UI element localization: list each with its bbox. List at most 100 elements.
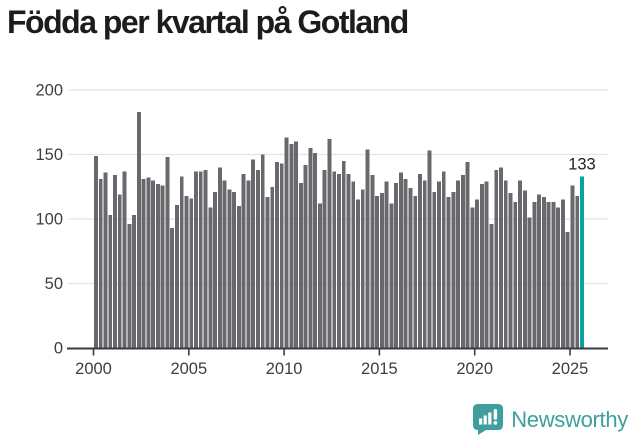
x-tick-label-2010: 2010 — [266, 360, 303, 378]
bar-2012-Q3 — [332, 171, 337, 348]
newsworthy-logo: Newsworthy — [473, 404, 628, 435]
bar-2001-Q1 — [113, 175, 117, 348]
highlight-value-label: 133 — [568, 155, 596, 173]
highlight-bar-2025-Q3 — [580, 176, 584, 348]
bar-2025-Q1 — [570, 185, 575, 348]
bar-2017-Q4 — [432, 191, 437, 348]
bar-2021-Q2 — [499, 167, 503, 348]
bar-2021-Q3 — [503, 180, 508, 348]
bar-2016-Q4 — [413, 195, 418, 348]
bar-2013-Q1 — [341, 160, 346, 348]
bar-2025-Q2 — [575, 195, 580, 348]
bar-2012-Q2 — [327, 139, 332, 348]
bar-2024-Q1 — [551, 202, 556, 348]
bar-2006-Q3 — [217, 167, 222, 348]
bar-2009-Q3 — [275, 162, 279, 348]
bar-2005-Q3 — [198, 171, 203, 348]
newsworthy-logo-icon — [473, 404, 504, 435]
bar-2023-Q1 — [532, 202, 537, 348]
bar-2022-Q3 — [522, 190, 527, 348]
newsworthy-logo-text: Newsworthy — [511, 406, 628, 432]
bar-2008-Q4 — [260, 154, 265, 348]
bar-2011-Q4 — [317, 203, 322, 348]
bar-2018-Q2 — [441, 171, 446, 348]
x-tick-label-2000: 2000 — [75, 360, 112, 378]
bar-2004-Q3 — [179, 176, 184, 348]
bar-2015-Q1 — [379, 193, 384, 348]
y-tick-label-0: 0 — [54, 340, 63, 358]
y-tick-label-50: 50 — [45, 275, 63, 293]
x-tick-label-2025: 2025 — [552, 360, 589, 378]
bar-2014-Q3 — [370, 175, 375, 348]
bar-2003-Q4 — [165, 157, 170, 348]
bar-2010-Q1 — [284, 137, 289, 348]
bar-2005-Q1 — [189, 198, 194, 348]
bar-2024-Q4 — [565, 231, 570, 348]
bar-2009-Q1 — [265, 197, 270, 348]
bar-2022-Q1 — [513, 202, 518, 348]
bar-2010-Q3 — [294, 141, 299, 348]
bar-2002-Q1 — [132, 215, 137, 348]
bar-2007-Q3 — [236, 206, 241, 348]
bar-2016-Q2 — [403, 179, 408, 348]
bar-2006-Q1 — [208, 207, 213, 348]
bar-2019-Q1 — [456, 180, 461, 348]
bar-2008-Q1 — [246, 180, 251, 348]
bar-2019-Q2 — [460, 175, 465, 348]
bar-2016-Q1 — [398, 172, 403, 348]
bar-2013-Q3 — [351, 181, 356, 348]
bar-2014-Q2 — [365, 149, 370, 348]
bar-2020-Q2 — [479, 184, 484, 348]
bar-2019-Q4 — [470, 207, 475, 348]
bar-2000-Q4 — [108, 215, 113, 348]
bar-2005-Q2 — [194, 171, 198, 348]
bar-2005-Q4 — [203, 169, 208, 348]
bar-2003-Q3 — [160, 185, 165, 348]
bar-2020-Q4 — [489, 224, 494, 348]
bar-2013-Q2 — [346, 173, 351, 348]
bar-2015-Q2 — [384, 181, 389, 348]
bar-2021-Q1 — [494, 169, 499, 348]
bar-2012-Q1 — [322, 169, 327, 348]
bar-2015-Q3 — [389, 203, 394, 348]
bar-2020-Q1 — [475, 199, 480, 348]
bar-2010-Q4 — [298, 182, 303, 348]
bar-2007-Q4 — [241, 173, 246, 348]
bar-2003-Q2 — [155, 184, 160, 348]
bar-2020-Q3 — [484, 181, 489, 348]
y-tick-label-200: 200 — [35, 82, 63, 100]
bar-2014-Q4 — [375, 195, 380, 348]
chart-title: Födda per kvartal på Gotland — [7, 4, 409, 40]
bar-2001-Q2 — [117, 194, 122, 348]
bar-2017-Q2 — [422, 180, 427, 348]
bar-2021-Q4 — [508, 193, 513, 348]
bar-2012-Q4 — [337, 173, 341, 348]
bar-2004-Q2 — [175, 204, 179, 348]
bar-2009-Q4 — [279, 163, 284, 348]
x-tick-label-2020: 2020 — [456, 360, 493, 378]
bar-2023-Q4 — [546, 202, 551, 348]
bar-2004-Q4 — [184, 195, 189, 348]
bar-2011-Q2 — [308, 148, 313, 348]
bar-2017-Q1 — [418, 173, 422, 348]
bar-2004-Q1 — [170, 228, 175, 348]
bar-2000-Q2 — [98, 179, 103, 348]
bar-2009-Q2 — [270, 186, 275, 348]
bar-2024-Q3 — [560, 199, 565, 348]
bar-2011-Q1 — [303, 164, 308, 348]
bar-2015-Q4 — [394, 182, 399, 348]
bar-2022-Q2 — [518, 180, 522, 348]
bar-2023-Q2 — [537, 194, 542, 348]
y-tick-label-150: 150 — [35, 146, 63, 164]
bar-2024-Q2 — [556, 207, 561, 348]
bar-2017-Q3 — [427, 150, 432, 348]
bar-2010-Q2 — [289, 144, 294, 348]
bar-2001-Q4 — [127, 224, 132, 348]
bar-2000-Q3 — [103, 172, 108, 348]
bar-2018-Q1 — [437, 181, 441, 348]
bar-2002-Q4 — [146, 177, 151, 348]
bar-2018-Q4 — [451, 191, 456, 348]
bar-2022-Q4 — [527, 217, 532, 348]
x-tick-label-2005: 2005 — [170, 360, 207, 378]
